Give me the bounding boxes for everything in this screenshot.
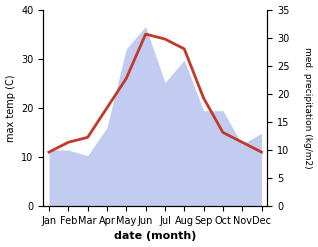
X-axis label: date (month): date (month) xyxy=(114,231,197,242)
Y-axis label: max temp (C): max temp (C) xyxy=(5,74,16,142)
Y-axis label: med. precipitation (kg/m2): med. precipitation (kg/m2) xyxy=(303,47,313,169)
